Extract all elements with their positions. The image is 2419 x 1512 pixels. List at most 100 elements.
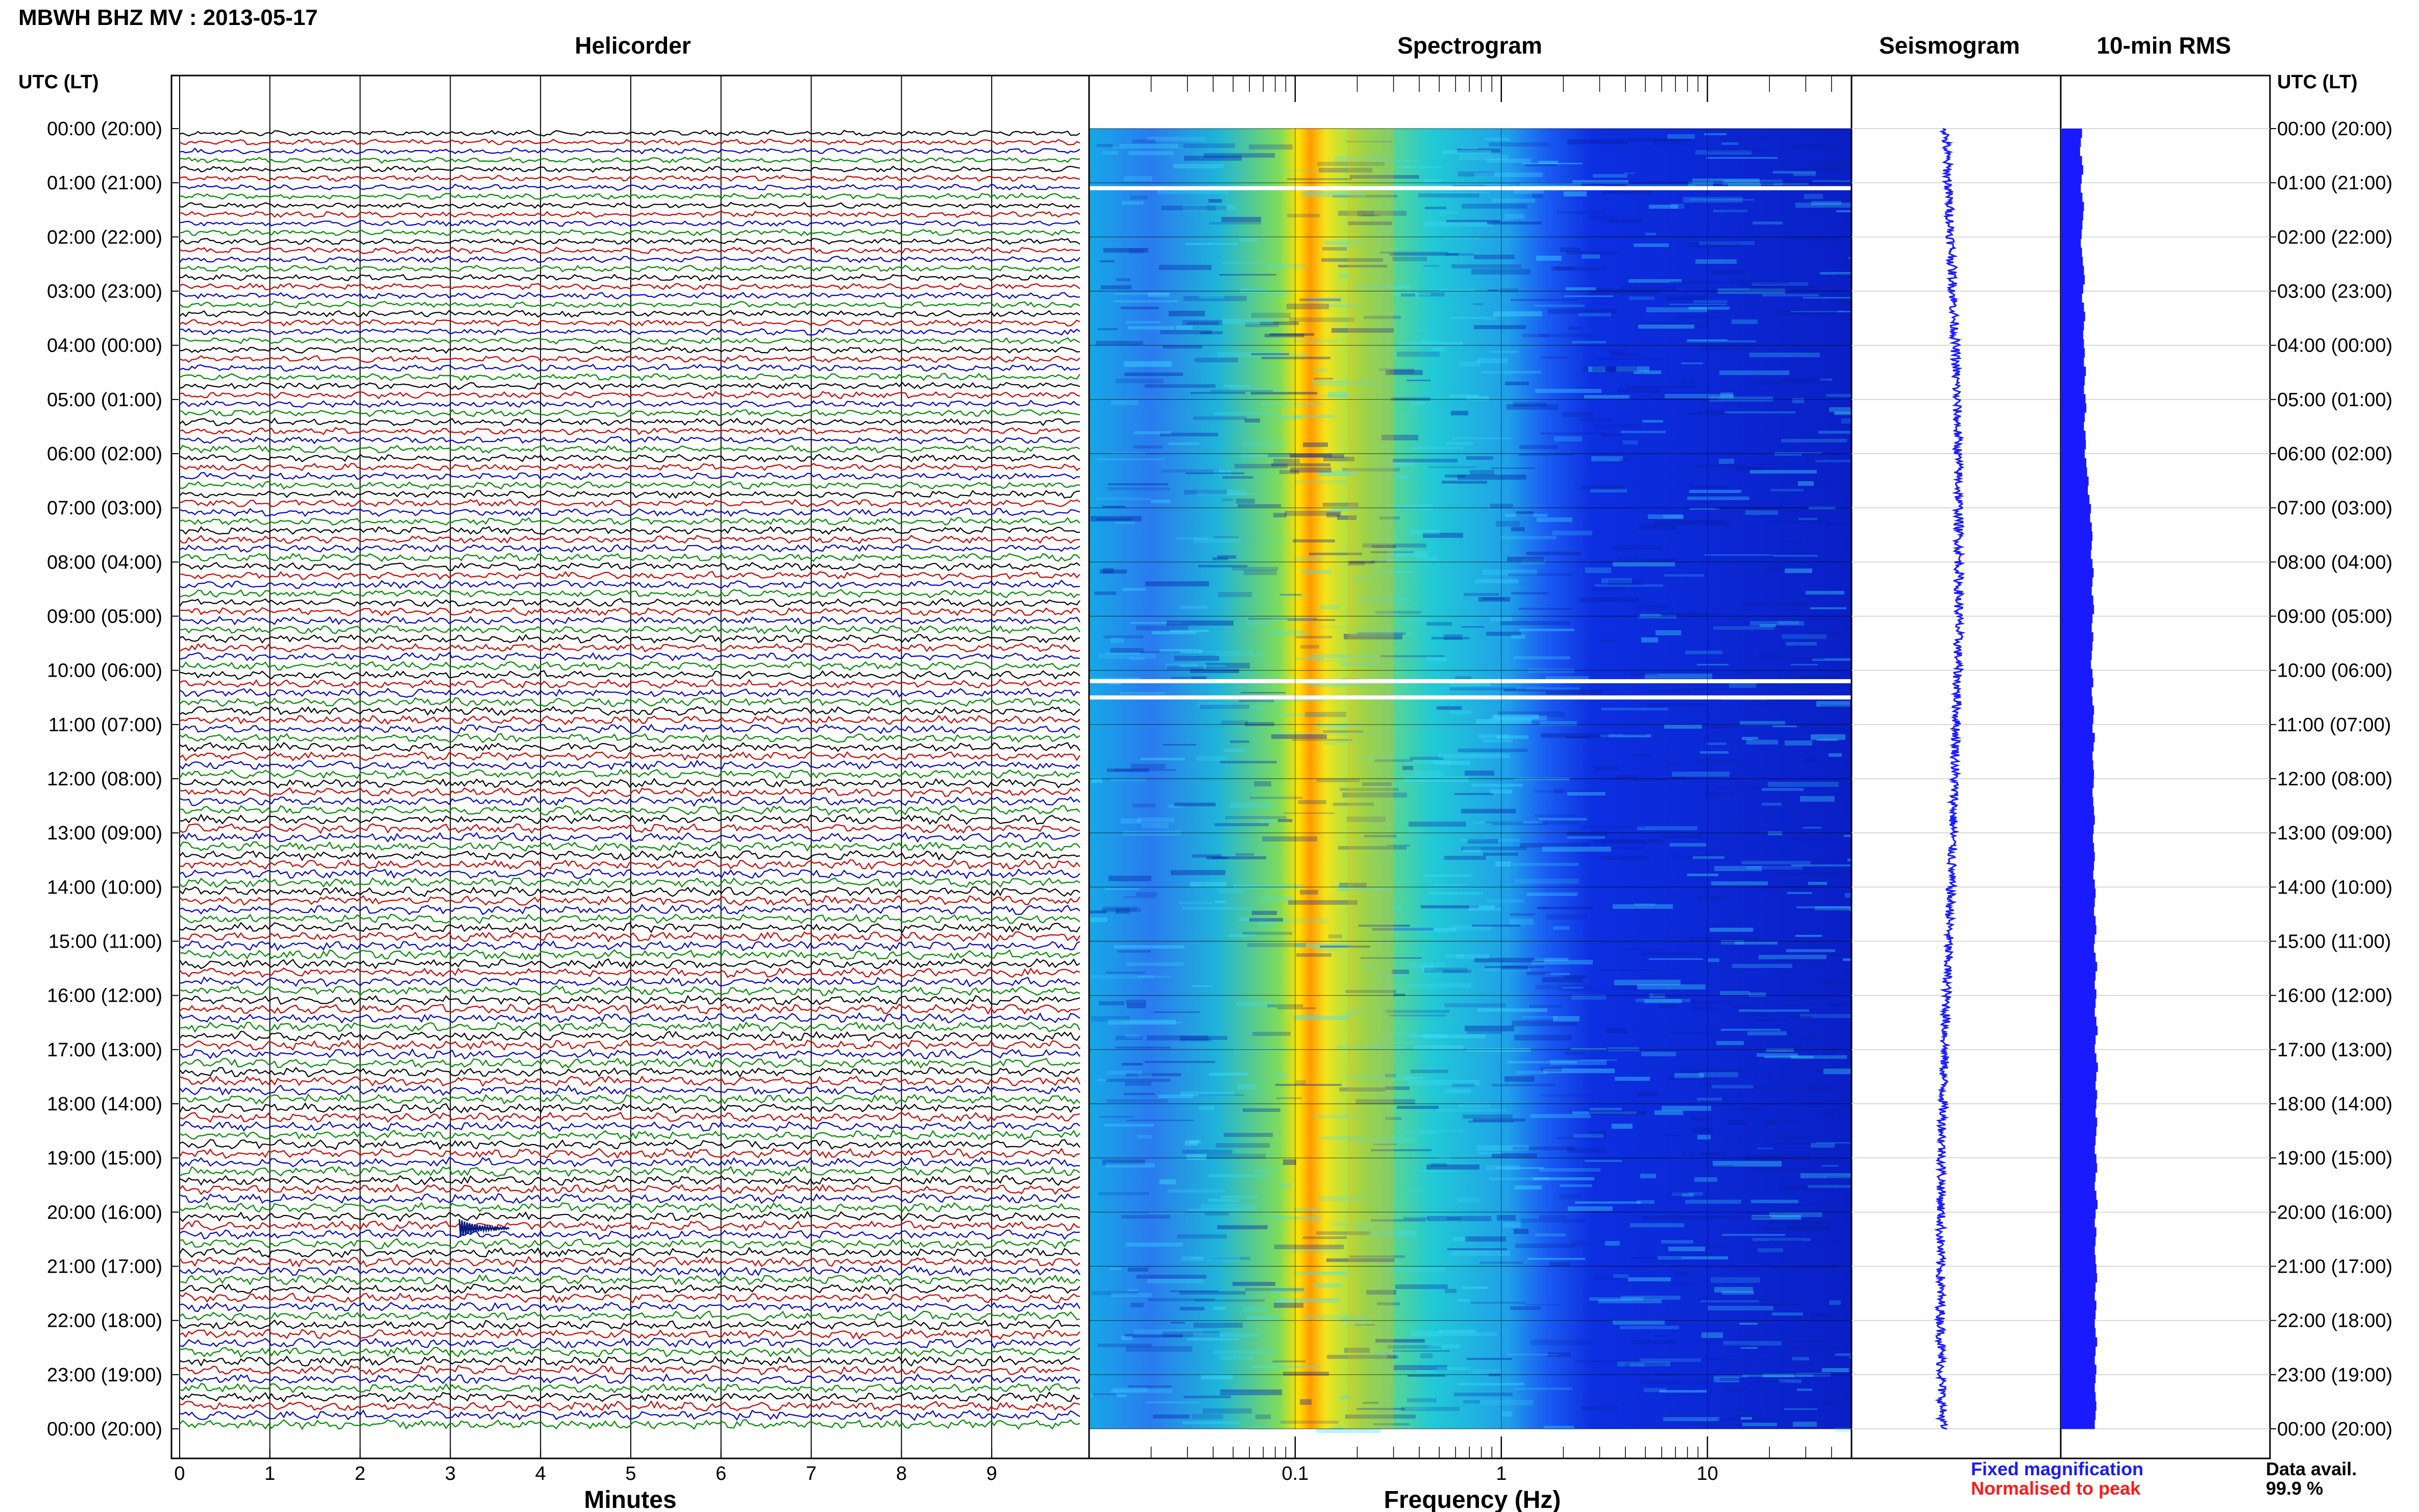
rms-bar [2061, 1246, 2095, 1255]
spectrogram-speckle [1785, 167, 1844, 171]
spectrogram-speckle [1631, 1340, 1676, 1344]
spectrogram-speckle [1495, 861, 1511, 866]
spectrogram-speckle [1707, 742, 1726, 745]
spectrogram-speckle [1712, 1085, 1754, 1088]
rms-bars [2061, 129, 2098, 1429]
spectrogram-speckle [1605, 1241, 1620, 1246]
spectrogram-speckle [1749, 993, 1766, 997]
spectrogram-speckle [1485, 184, 1510, 188]
rms-bar [2061, 1227, 2096, 1237]
spectrogram-speckle [1359, 925, 1410, 927]
spectrogram-speckle [1123, 588, 1146, 591]
spectrogram-speckle [1675, 316, 1720, 318]
spectrogram-speckle [1214, 470, 1231, 475]
spectrogram-speckle [1308, 654, 1378, 658]
spectrogram-speckle [1793, 173, 1816, 176]
spectrogram-speckle [1681, 362, 1703, 364]
row-label-left: 11:00 (07:00) [48, 714, 162, 736]
spectrogram-speckle [1541, 433, 1608, 434]
spectrogram-speckle [1581, 485, 1625, 490]
spectrogram-speckle [1364, 316, 1401, 319]
spectrogram-speckle [1697, 1098, 1722, 1101]
spectrogram-speckle [1123, 896, 1156, 898]
helicorder-trace [179, 805, 1080, 816]
helicorder-x-tick-label: 7 [806, 1463, 817, 1484]
rms-bar [2061, 1346, 2096, 1356]
spectrogram-speckle [1222, 319, 1273, 324]
spectrogram-speckle [1785, 237, 1849, 242]
spectrogram-speckle [1519, 454, 1573, 456]
spectrogram-speckle [1822, 1368, 1849, 1372]
helicorder-trace [179, 256, 1080, 263]
spectrogram-speckle [1807, 1159, 1852, 1163]
spectrogram-speckle [1271, 463, 1330, 466]
spectrogram-speckle [1535, 958, 1568, 961]
rms-bar [2061, 971, 2096, 981]
row-label-left: 04:00 (00:00) [47, 335, 162, 357]
spectrogram-speckle [1294, 557, 1323, 561]
spectrogram-speckle [1198, 565, 1247, 567]
spectrogram-speckle [1437, 1367, 1471, 1370]
helicorder-trace [179, 481, 1080, 490]
helicorder-trace [179, 1175, 1080, 1186]
spectrogram-speckle [1103, 906, 1138, 911]
helicorder-trace [179, 652, 1080, 661]
spectrogram-speckle [1529, 1005, 1562, 1008]
spectrogram-speckle [1404, 617, 1427, 622]
spectrogram-speckle [1513, 402, 1547, 407]
spectrogram-speckle [1826, 394, 1852, 397]
spectrogram-speckle [1463, 1400, 1480, 1403]
spectrogram-speckle [1483, 739, 1513, 742]
spectrogram-speckle [1664, 574, 1704, 577]
spectrogram-speckle [1692, 1006, 1719, 1010]
spectrogram-speckle [1478, 597, 1510, 602]
spectrogram-speckle [1777, 872, 1847, 875]
spectrogram-speckle [1546, 914, 1587, 920]
spectrogram-speckle [1118, 950, 1151, 953]
spectrogram-speckle [1468, 839, 1498, 844]
spectrogram-speckle [1667, 295, 1707, 301]
rms-bar [2061, 742, 2094, 752]
helicorder-trace [180, 1365, 1080, 1376]
spectrogram-speckle [1338, 211, 1406, 216]
helicorder-trace [179, 417, 1080, 427]
helicorder-trace [179, 1183, 1080, 1196]
spectrogram-speckle [1711, 521, 1730, 526]
helicorder-trace [179, 705, 1080, 716]
rms-bar [2061, 770, 2094, 779]
spectrogram-speckle [1327, 728, 1346, 729]
spectrogram-speckle [1450, 687, 1516, 690]
rms-bar [2061, 1328, 2096, 1337]
spectrogram-speckle [1197, 756, 1228, 761]
spectrogram-speckle [1655, 520, 1724, 525]
spectrogram-speckle [1485, 821, 1523, 824]
spectrogram-speckle [1601, 708, 1668, 710]
spectrogram-gap [1089, 679, 1852, 683]
spectrogram-speckle [1323, 730, 1363, 733]
spectrogram-speckle [1795, 203, 1852, 208]
spectrogram-speckle [1147, 1035, 1208, 1040]
spectrogram-speckle [1659, 613, 1710, 615]
spectrogram-speckle [1463, 1114, 1513, 1119]
spectrogram-speckle [1843, 958, 1852, 961]
spectrogram-speckle [1218, 592, 1252, 597]
helicorder-trace [179, 741, 1080, 753]
spectrogram-speckle [1519, 608, 1572, 610]
helicorder-trace [179, 1030, 1080, 1042]
spectrogram-speckle [1128, 151, 1174, 155]
rms-bar [2061, 311, 2085, 321]
spectrogram-speckle [1136, 626, 1188, 630]
spectrogram-speckle [1492, 199, 1535, 203]
helicorder-trace [179, 1138, 1080, 1150]
rms-bar [2061, 925, 2096, 935]
spectrogram-speckle [1507, 1354, 1559, 1355]
spectrogram-speckle [1683, 197, 1743, 203]
spectrogram-speckle [1486, 632, 1521, 636]
spectrogram-speckle [1751, 886, 1813, 889]
spectrogram-speckle [1671, 204, 1684, 209]
spectrogram-speckle [1690, 485, 1728, 488]
spectrogram-speckle [1541, 1067, 1562, 1072]
spectrogram-speckle [1102, 506, 1125, 508]
row-label-right: 21:00 (17:00) [2277, 1256, 2392, 1278]
spectrogram-speckle [1446, 220, 1500, 222]
